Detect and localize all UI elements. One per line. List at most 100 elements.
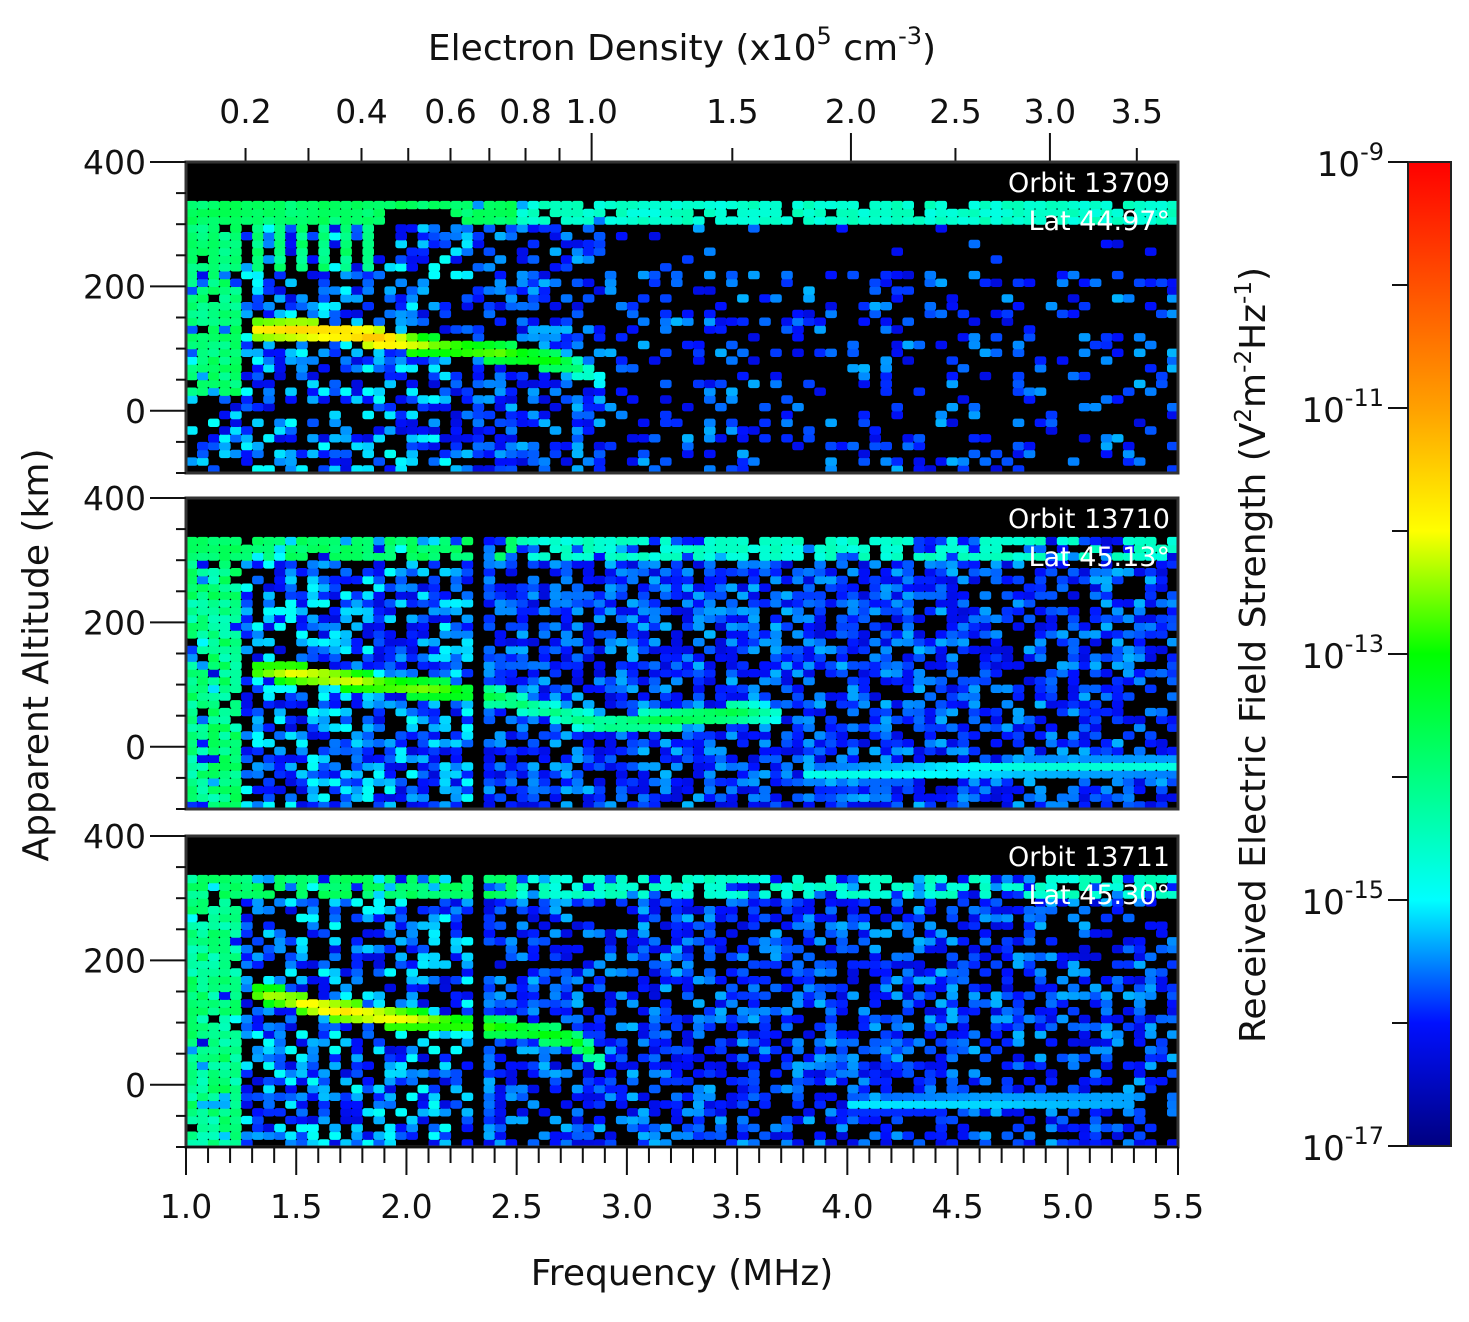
heatmap-cell <box>197 999 209 1008</box>
heatmap-cell <box>935 785 948 795</box>
heatmap-cell <box>924 661 937 670</box>
heatmap-cell <box>450 1069 463 1078</box>
heatmap-cell <box>296 952 308 961</box>
heatmap-cell <box>186 1038 198 1047</box>
heatmap-cell <box>307 1007 319 1016</box>
heatmap-cell <box>604 1131 617 1140</box>
heatmap-cell <box>979 200 992 210</box>
heatmap-cell <box>770 645 782 655</box>
heatmap-cell <box>858 739 870 748</box>
heatmap-cell <box>549 661 562 670</box>
heatmap-cell <box>461 630 474 639</box>
heatmap-cell <box>814 387 826 396</box>
heatmap-cell <box>296 247 308 256</box>
heatmap-cell <box>737 715 749 725</box>
heatmap-cell <box>615 746 628 756</box>
heatmap-cell <box>527 692 540 701</box>
heatmap-cell <box>726 645 738 655</box>
heatmap-cell <box>527 669 540 678</box>
heatmap-cell <box>362 1131 374 1140</box>
heatmap-cell <box>505 348 518 357</box>
heatmap-cell <box>1078 645 1091 655</box>
heatmap-cell <box>417 1007 430 1016</box>
heatmap-cell <box>296 333 308 342</box>
heatmap-cell <box>384 676 396 686</box>
heatmap-cell <box>693 379 705 389</box>
heatmap-cell <box>880 754 892 763</box>
heatmap-cell <box>307 929 319 938</box>
heatmap-cell <box>715 1061 727 1070</box>
heatmap-cell <box>373 1115 385 1125</box>
heatmap-cell <box>1144 591 1157 600</box>
heatmap-cell <box>307 614 319 623</box>
heatmap-cell <box>571 216 584 225</box>
heatmap-cell <box>384 874 396 884</box>
heatmap-cell <box>880 599 892 608</box>
heatmap-cell <box>549 669 562 678</box>
heatmap-cell <box>615 882 628 891</box>
heatmap-cell <box>737 1030 749 1039</box>
heatmap-cell <box>560 379 573 389</box>
heatmap-cell <box>340 208 352 218</box>
heatmap-cell <box>637 770 650 779</box>
heatmap-cell <box>1067 208 1080 218</box>
heatmap-cell <box>472 333 485 342</box>
heatmap-cell <box>1001 661 1014 670</box>
heatmap-cell <box>715 1123 727 1133</box>
heatmap-cell <box>726 890 738 899</box>
heatmap-cell <box>836 777 848 787</box>
heatmap-cell <box>770 614 782 623</box>
heatmap-cell <box>648 1069 661 1078</box>
heatmap-cell <box>990 536 1003 546</box>
heatmap-cell <box>197 785 209 795</box>
heatmap-cell <box>748 770 760 779</box>
heatmap-cell <box>516 723 529 732</box>
heatmap-cell <box>737 294 749 303</box>
heatmap-cell <box>373 333 385 342</box>
heatmap-cell <box>285 1115 297 1125</box>
heatmap-cell <box>428 645 441 655</box>
heatmap-cell <box>406 247 418 256</box>
heatmap-cell <box>626 560 639 569</box>
heatmap-cell <box>252 536 264 546</box>
heatmap-cell <box>208 333 220 342</box>
heatmap-cell <box>516 1084 529 1094</box>
heatmap-cell <box>682 434 694 443</box>
heatmap-cell <box>704 906 716 915</box>
heatmap-cell <box>593 746 606 756</box>
heatmap-cell <box>990 715 1003 725</box>
heatmap-cell <box>208 944 220 954</box>
heatmap-cell <box>979 630 992 639</box>
heatmap-cell <box>307 707 319 717</box>
heatmap-cell <box>814 575 826 585</box>
heatmap-cell <box>582 356 595 365</box>
heatmap-cell <box>186 1053 198 1063</box>
heatmap-cell <box>285 960 297 969</box>
heatmap-cell <box>417 348 430 357</box>
heatmap-cell <box>869 575 881 585</box>
heatmap-cell <box>1034 692 1047 701</box>
heatmap-cell <box>505 746 518 756</box>
heatmap-cell <box>593 715 606 725</box>
heatmap-cell <box>197 1131 209 1140</box>
heatmap-cell <box>604 684 617 693</box>
heatmap-cell <box>483 739 496 748</box>
heatmap-cell <box>968 676 981 686</box>
heatmap-cell <box>1045 426 1058 435</box>
heatmap-cell <box>990 653 1003 662</box>
heatmap-cell <box>219 960 231 969</box>
heatmap-cell <box>814 568 826 577</box>
heatmap-cell <box>1156 715 1168 725</box>
heatmap-cell <box>637 676 650 686</box>
heatmap-cell <box>186 731 198 740</box>
heatmap-cell <box>197 371 209 381</box>
heatmap-cell <box>626 707 639 717</box>
heatmap-cell <box>252 1115 264 1125</box>
heatmap-cell <box>637 890 650 899</box>
heatmap-cell <box>615 364 628 373</box>
heatmap-cell <box>230 379 242 389</box>
heatmap-cell <box>296 746 308 756</box>
heatmap-cell <box>913 723 926 732</box>
heatmap-cell <box>197 754 209 763</box>
heatmap-cell <box>406 395 418 404</box>
